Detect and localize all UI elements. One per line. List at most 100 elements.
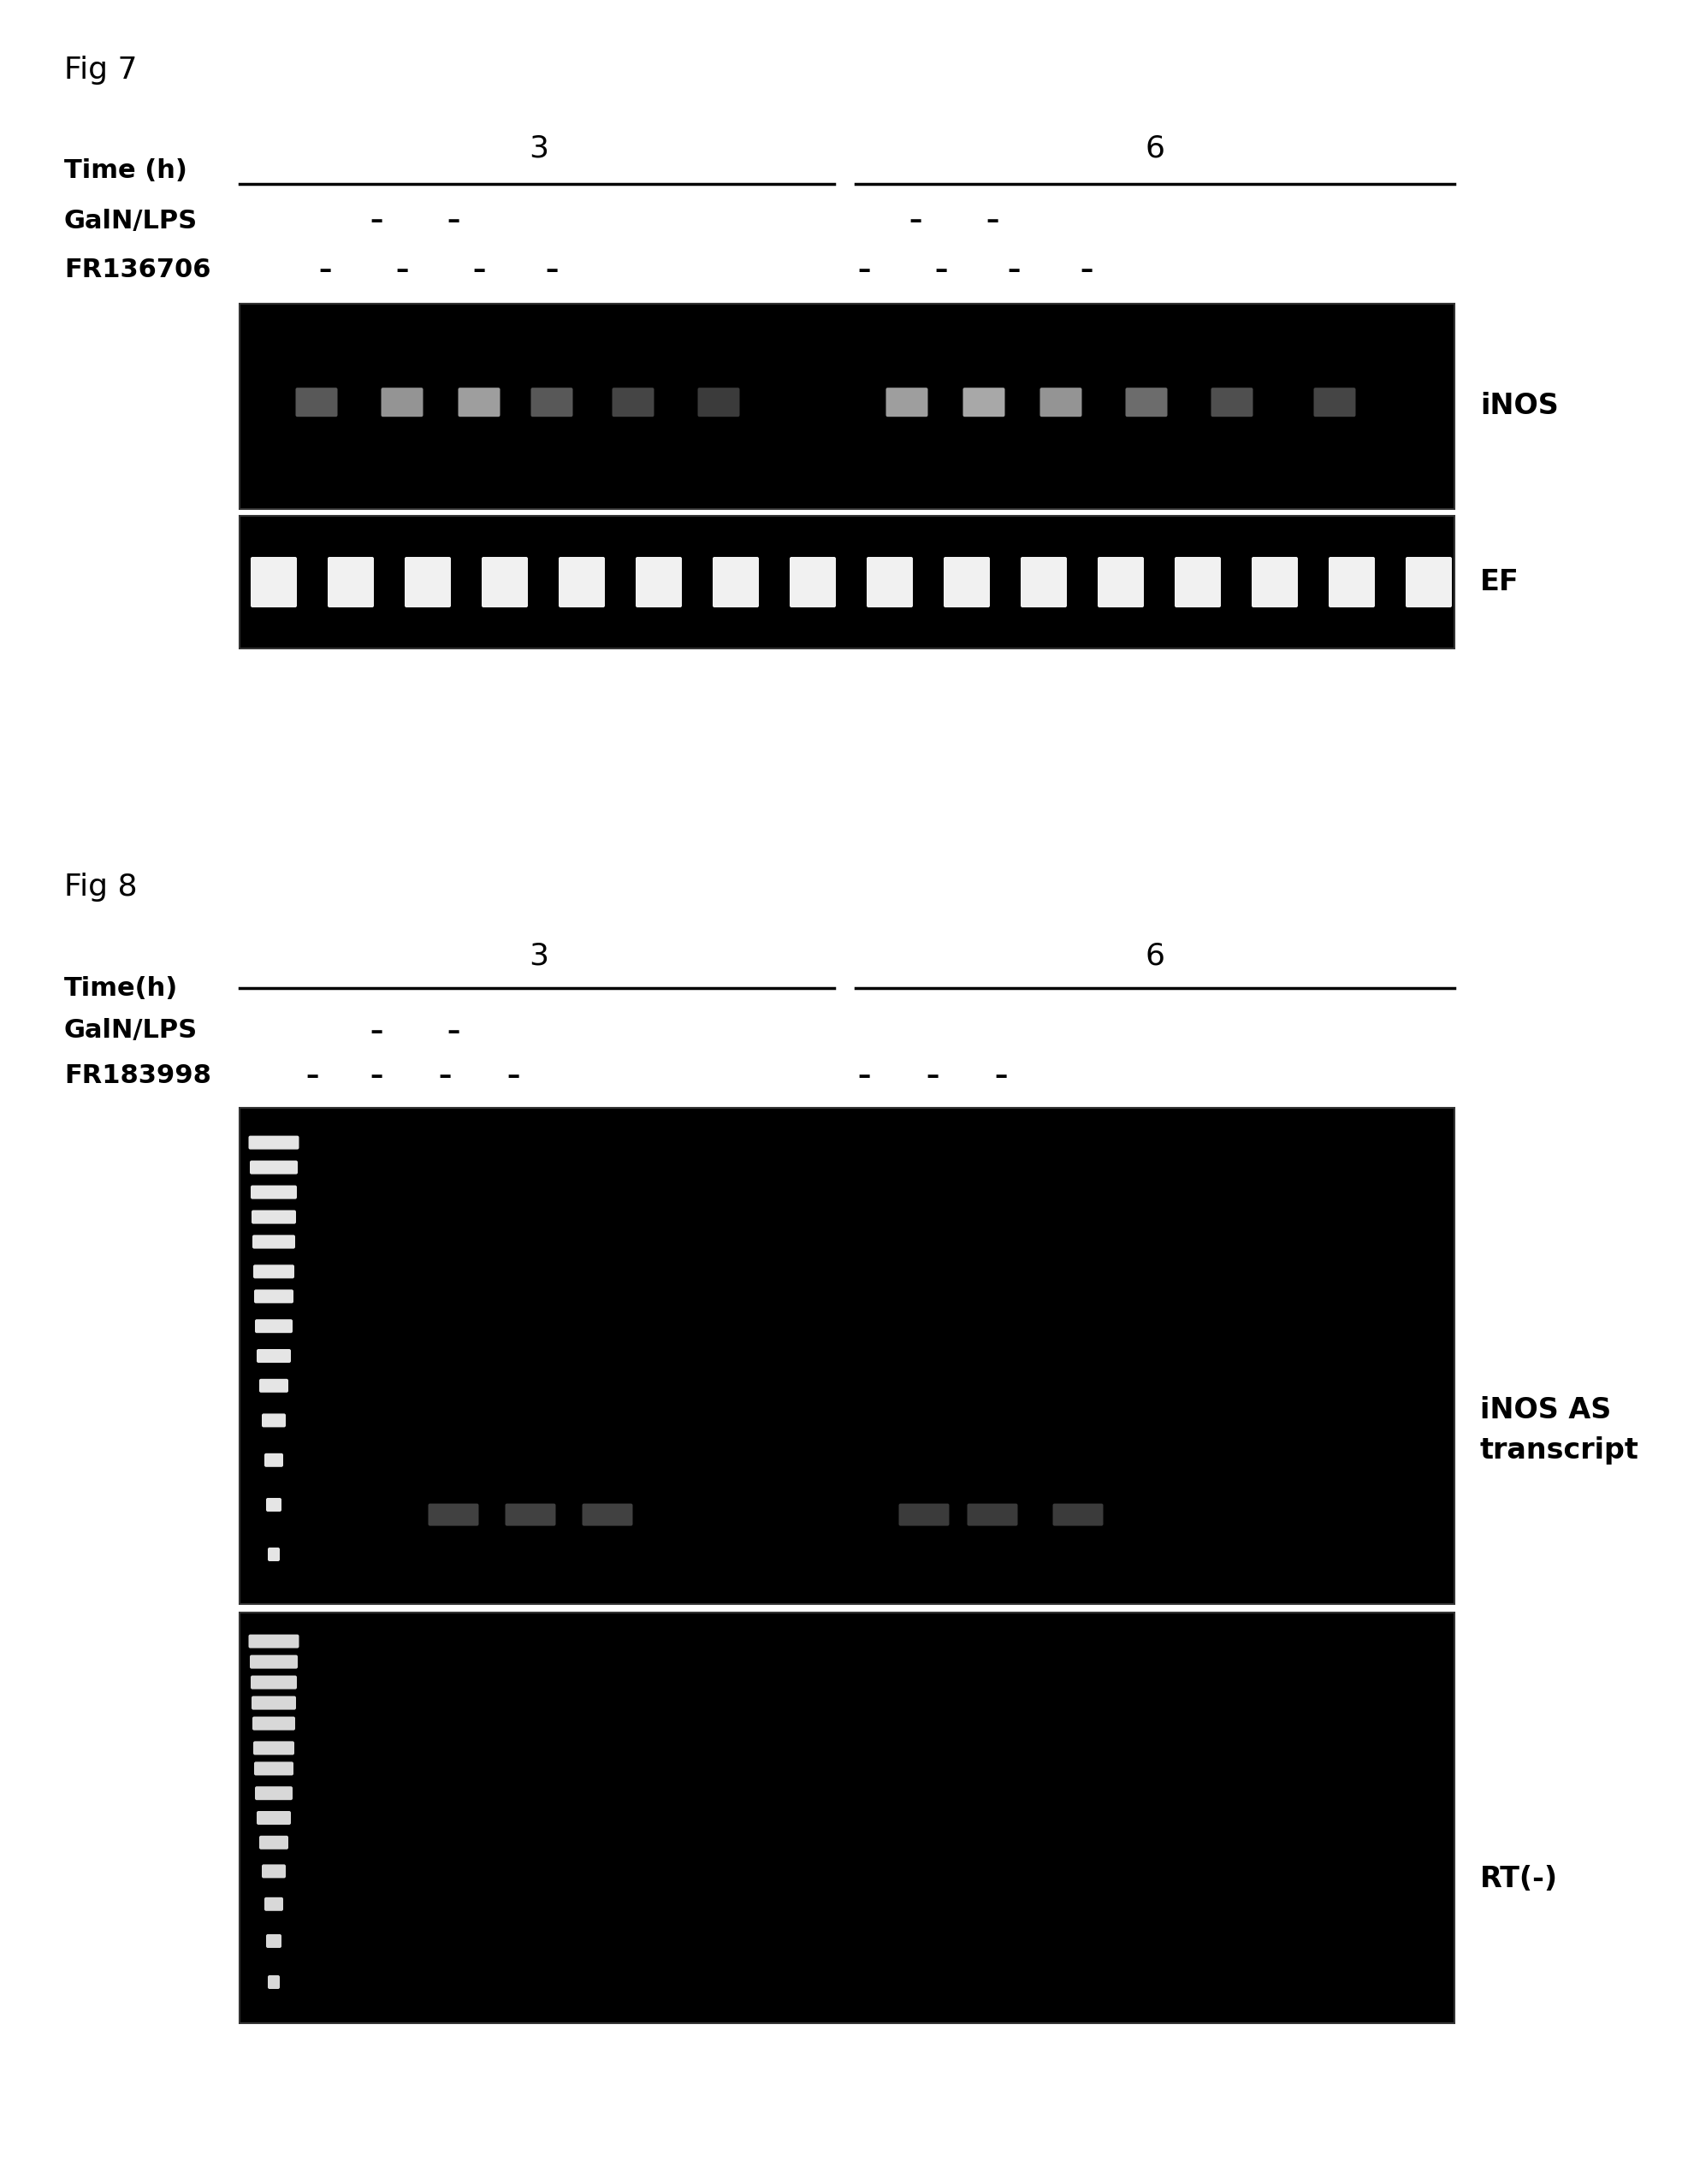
Text: RT(-): RT(-) <box>1480 1865 1558 1894</box>
Text: Time (h): Time (h) <box>64 159 187 183</box>
Text: –: – <box>447 1018 459 1044</box>
Text: –: – <box>858 258 871 282</box>
FancyBboxPatch shape <box>251 1675 298 1688</box>
Text: EF: EF <box>1480 568 1519 596</box>
FancyBboxPatch shape <box>266 1935 281 1948</box>
FancyBboxPatch shape <box>256 1319 293 1332</box>
FancyBboxPatch shape <box>254 1762 293 1776</box>
FancyBboxPatch shape <box>713 557 759 607</box>
FancyBboxPatch shape <box>1125 389 1167 417</box>
FancyBboxPatch shape <box>429 1503 479 1527</box>
FancyBboxPatch shape <box>1314 389 1356 417</box>
FancyBboxPatch shape <box>532 389 574 417</box>
FancyBboxPatch shape <box>898 1503 949 1527</box>
Text: 3: 3 <box>530 133 548 162</box>
FancyBboxPatch shape <box>505 1503 555 1527</box>
Text: Time(h): Time(h) <box>64 976 178 1000</box>
FancyBboxPatch shape <box>267 1974 279 1990</box>
FancyBboxPatch shape <box>967 1503 1018 1527</box>
Bar <box>239 1612 1455 2022</box>
FancyBboxPatch shape <box>254 1741 294 1756</box>
Text: 6: 6 <box>1145 133 1166 162</box>
FancyBboxPatch shape <box>259 1837 288 1850</box>
Text: –: – <box>473 258 486 282</box>
FancyBboxPatch shape <box>252 1234 294 1249</box>
FancyBboxPatch shape <box>636 557 681 607</box>
Text: –: – <box>370 1018 383 1044</box>
FancyBboxPatch shape <box>251 1186 298 1199</box>
Text: –: – <box>1080 258 1093 282</box>
Text: –: – <box>986 207 999 234</box>
FancyBboxPatch shape <box>251 557 298 607</box>
Text: GalN/LPS: GalN/LPS <box>64 1018 198 1044</box>
Text: –: – <box>935 258 947 282</box>
FancyBboxPatch shape <box>256 1787 293 1800</box>
Text: –: – <box>1008 258 1021 282</box>
Text: FR183998: FR183998 <box>64 1064 212 1088</box>
FancyBboxPatch shape <box>254 1289 293 1304</box>
FancyBboxPatch shape <box>612 389 654 417</box>
Text: –: – <box>506 1064 520 1088</box>
Text: –: – <box>318 258 331 282</box>
Text: –: – <box>858 1064 871 1088</box>
FancyBboxPatch shape <box>962 389 1004 417</box>
Bar <box>239 515 1455 649</box>
FancyBboxPatch shape <box>866 557 913 607</box>
Text: –: – <box>927 1064 939 1088</box>
FancyBboxPatch shape <box>266 1498 281 1511</box>
Text: –: – <box>545 258 558 282</box>
Text: –: – <box>370 207 383 234</box>
FancyBboxPatch shape <box>886 389 928 417</box>
FancyBboxPatch shape <box>944 557 991 607</box>
FancyBboxPatch shape <box>257 1350 291 1363</box>
FancyBboxPatch shape <box>257 1811 291 1824</box>
FancyBboxPatch shape <box>264 1898 283 1911</box>
FancyBboxPatch shape <box>251 1160 298 1175</box>
Text: iNOS AS
transcript: iNOS AS transcript <box>1480 1396 1640 1463</box>
FancyBboxPatch shape <box>1174 557 1221 607</box>
FancyBboxPatch shape <box>1039 389 1082 417</box>
Text: 6: 6 <box>1145 941 1166 972</box>
Text: –: – <box>994 1064 1008 1088</box>
FancyBboxPatch shape <box>1406 557 1452 607</box>
FancyBboxPatch shape <box>252 1717 294 1730</box>
FancyBboxPatch shape <box>259 1378 288 1393</box>
FancyBboxPatch shape <box>249 1136 299 1149</box>
Text: 3: 3 <box>530 941 548 972</box>
Text: Fig 8: Fig 8 <box>64 874 138 902</box>
FancyBboxPatch shape <box>1053 1503 1103 1527</box>
FancyBboxPatch shape <box>1098 557 1144 607</box>
FancyBboxPatch shape <box>296 389 338 417</box>
Text: Fig 7: Fig 7 <box>64 55 138 85</box>
FancyBboxPatch shape <box>267 1548 279 1562</box>
FancyBboxPatch shape <box>1211 389 1253 417</box>
FancyBboxPatch shape <box>264 1452 283 1468</box>
FancyBboxPatch shape <box>1021 557 1066 607</box>
Text: –: – <box>306 1064 320 1088</box>
Text: GalN/LPS: GalN/LPS <box>64 207 198 234</box>
FancyBboxPatch shape <box>252 1697 296 1710</box>
FancyBboxPatch shape <box>698 389 740 417</box>
FancyBboxPatch shape <box>382 389 424 417</box>
Text: –: – <box>395 258 409 282</box>
FancyBboxPatch shape <box>481 557 528 607</box>
Text: iNOS: iNOS <box>1480 393 1559 422</box>
FancyBboxPatch shape <box>405 557 451 607</box>
FancyBboxPatch shape <box>558 557 606 607</box>
Bar <box>239 1107 1455 1603</box>
FancyBboxPatch shape <box>254 1265 294 1278</box>
FancyBboxPatch shape <box>252 1210 296 1223</box>
FancyBboxPatch shape <box>458 389 500 417</box>
Bar <box>239 304 1455 509</box>
Text: FR136706: FR136706 <box>64 258 210 282</box>
Text: –: – <box>447 207 459 234</box>
FancyBboxPatch shape <box>251 1655 298 1669</box>
FancyBboxPatch shape <box>789 557 836 607</box>
FancyBboxPatch shape <box>328 557 373 607</box>
FancyBboxPatch shape <box>262 1413 286 1428</box>
FancyBboxPatch shape <box>1329 557 1374 607</box>
Text: –: – <box>908 207 922 234</box>
Text: –: – <box>370 1064 383 1088</box>
FancyBboxPatch shape <box>262 1865 286 1878</box>
Text: –: – <box>439 1064 451 1088</box>
